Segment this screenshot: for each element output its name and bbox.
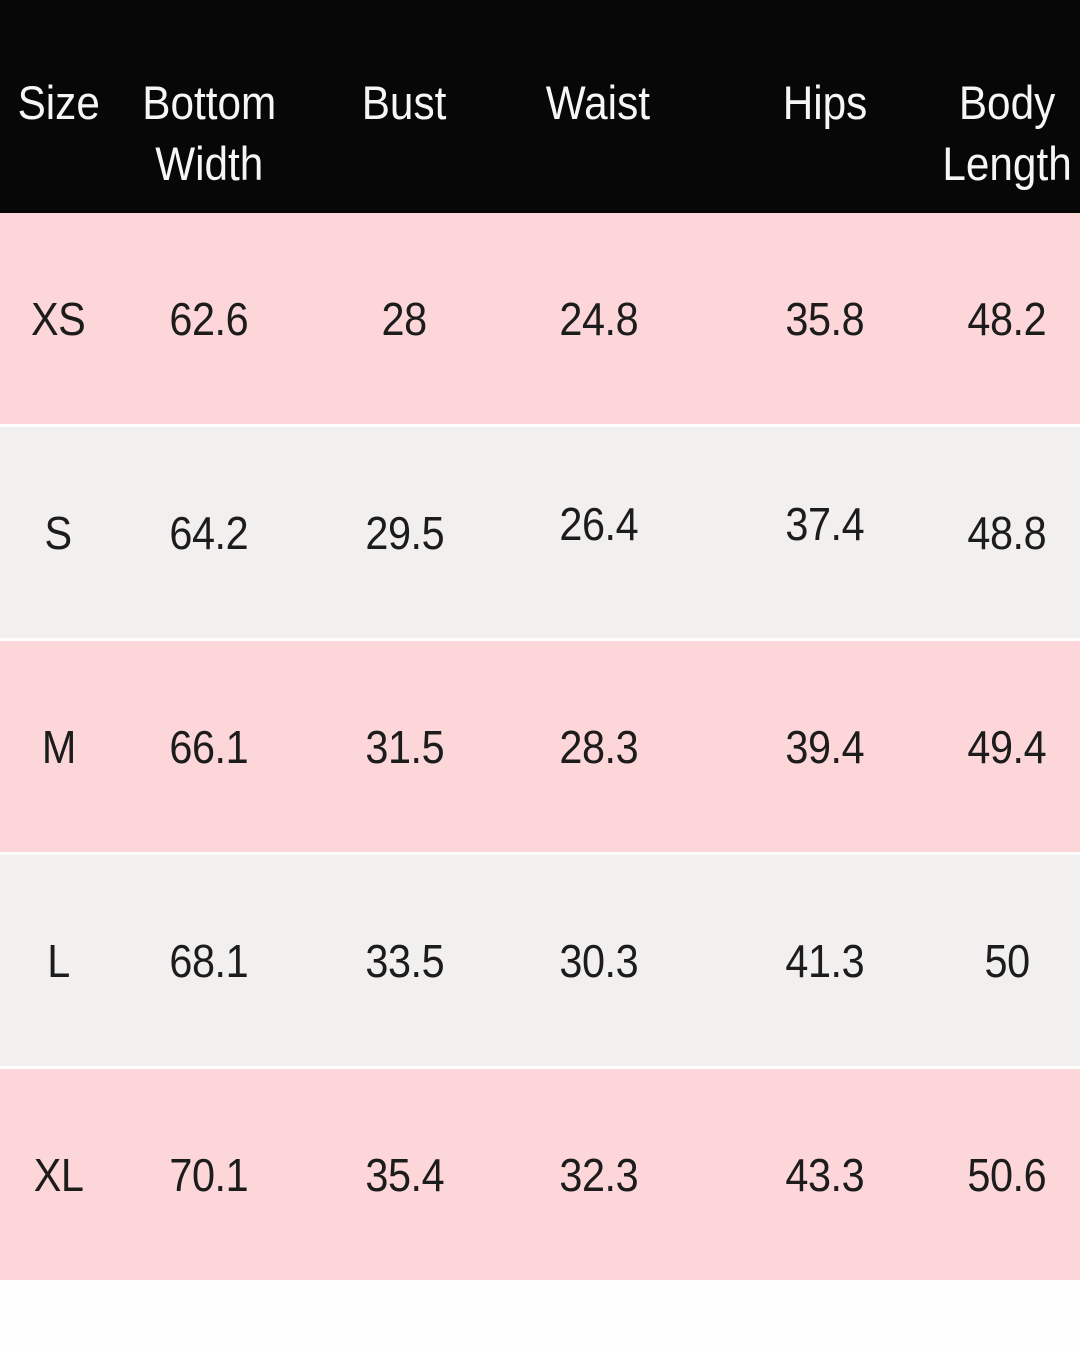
measurement-value: 66.1 xyxy=(169,720,249,773)
measurement-cell: 64.2 xyxy=(133,427,308,638)
measurement-cell: 50.6 xyxy=(918,1069,1080,1280)
measurement-value: 28 xyxy=(381,292,428,345)
measurement-value: 39.4 xyxy=(785,720,864,773)
measurement-value: 62.6 xyxy=(169,292,249,345)
table-row-xl: XL 70.1 35.4 32.3 43.3 50.6 xyxy=(0,1069,1080,1280)
measurement-cell: 41.3 xyxy=(711,855,917,1066)
table-row-s: S 64.2 29.5 26.4 37.4 48.8 xyxy=(0,427,1080,638)
measurement-value: 37.4 xyxy=(785,497,864,550)
measurement-value: 49.4 xyxy=(967,720,1047,773)
measurement-value: 26.4 xyxy=(558,497,638,550)
measurement-value: 50.6 xyxy=(967,1148,1047,1201)
size-cell: XS xyxy=(0,213,133,424)
measurement-cell: 24.8 xyxy=(501,213,711,424)
measurement-value: 30.3 xyxy=(558,934,638,987)
measurement-cell: 39.4 xyxy=(711,641,917,852)
size-label: XS xyxy=(31,292,86,345)
measurement-cell: 48.8 xyxy=(918,427,1080,638)
measurement-value: 68.1 xyxy=(169,934,249,987)
column-header-label: Bust xyxy=(362,76,447,129)
size-label: S xyxy=(44,506,73,559)
measurement-cell: 68.1 xyxy=(133,855,308,1066)
measurement-value: 48.8 xyxy=(967,506,1047,559)
measurement-cell: 43.3 xyxy=(711,1069,917,1280)
measurement-cell: 33.5 xyxy=(307,855,501,1066)
column-header-hips: Hips xyxy=(711,0,917,213)
measurement-cell: 30.3 xyxy=(501,855,711,1066)
measurement-value: 35.4 xyxy=(365,1148,444,1201)
measurement-value: 41.3 xyxy=(785,934,864,987)
measurement-cell: 26.4 xyxy=(501,427,711,638)
column-header-size: Size xyxy=(0,0,133,213)
measurement-value: 70.1 xyxy=(169,1148,249,1201)
measurement-cell: 29.5 xyxy=(307,427,501,638)
measurement-value: 43.3 xyxy=(785,1148,864,1201)
measurement-cell: 31.5 xyxy=(307,641,501,852)
measurement-cell: 49.4 xyxy=(918,641,1080,852)
table-header-row: Size Bottom Width Bust Waist Hips Body L… xyxy=(0,0,1080,213)
measurement-value: 28.3 xyxy=(558,720,638,773)
measurement-cell: 28.3 xyxy=(501,641,711,852)
measurement-cell: 35.4 xyxy=(307,1069,501,1280)
measurement-value: 33.5 xyxy=(365,934,444,987)
column-header-body-length: Body Length xyxy=(918,0,1080,213)
measurement-value: 48.2 xyxy=(967,292,1047,345)
table-row-l: L 68.1 33.5 30.3 41.3 50 xyxy=(0,855,1080,1066)
measurement-cell: 62.6 xyxy=(133,213,308,424)
column-header-label: Size xyxy=(17,76,100,129)
column-header-bust: Bust xyxy=(307,0,501,213)
measurement-cell: 28 xyxy=(307,213,501,424)
measurement-value: 24.8 xyxy=(558,292,638,345)
measurement-value: 50 xyxy=(984,934,1030,987)
measurement-cell: 48.2 xyxy=(918,213,1080,424)
table-row-m: M 66.1 31.5 28.3 39.4 49.4 xyxy=(0,641,1080,852)
size-cell: S xyxy=(0,427,133,638)
table-row-xs: XS 62.6 28 24.8 35.8 48.2 xyxy=(0,213,1080,424)
measurement-value: 29.5 xyxy=(365,506,444,559)
column-header-label: Waist xyxy=(546,76,651,129)
column-header-bottom-width: Bottom Width xyxy=(133,0,308,213)
size-cell: M xyxy=(0,641,133,852)
column-header-label: Hips xyxy=(782,76,867,129)
measurement-cell: 70.1 xyxy=(133,1069,308,1280)
measurement-value: 35.8 xyxy=(785,292,864,345)
size-label: M xyxy=(41,720,76,773)
measurement-cell: 35.8 xyxy=(711,213,917,424)
measurement-value: 64.2 xyxy=(169,506,249,559)
measurement-cell: 50 xyxy=(918,855,1080,1066)
measurement-value: 32.3 xyxy=(558,1148,638,1201)
bottom-margin xyxy=(0,1283,1080,1350)
measurement-cell: 66.1 xyxy=(133,641,308,852)
column-header-waist: Waist xyxy=(501,0,711,213)
column-header-label: Body Length xyxy=(942,76,1072,191)
size-label: L xyxy=(47,934,70,987)
measurement-cell: 37.4 xyxy=(711,427,917,638)
column-header-label: Bottom Width xyxy=(142,76,277,191)
size-label: XL xyxy=(33,1148,84,1201)
size-cell: XL xyxy=(0,1069,133,1280)
size-cell: L xyxy=(0,855,133,1066)
measurement-cell: 32.3 xyxy=(501,1069,711,1280)
measurement-value: 31.5 xyxy=(365,720,444,773)
